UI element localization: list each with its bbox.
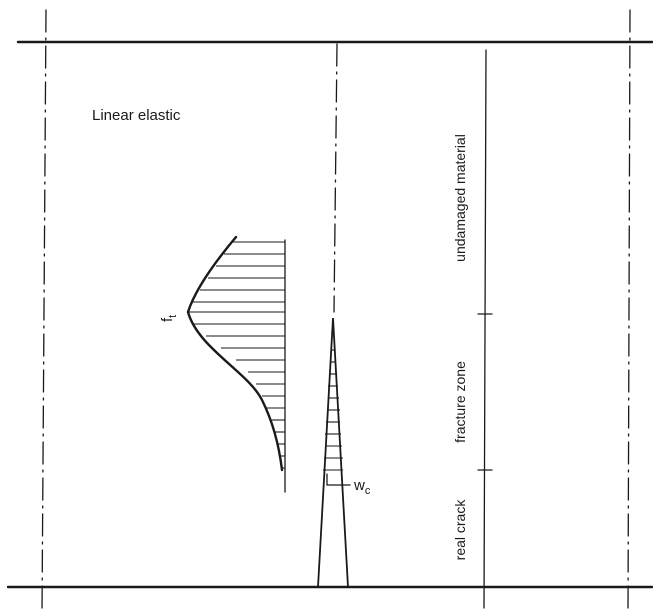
wc-label-main: w	[353, 477, 365, 494]
wc-label: wc	[353, 477, 371, 497]
real-crack-label: real crack	[452, 499, 468, 561]
fracture-zone-label: fracture zone	[452, 361, 468, 443]
crack-centre-line	[333, 43, 338, 313]
crack-hatching	[323, 349, 343, 471]
left-axis-line	[41, 9, 47, 613]
ft-label: ft	[159, 315, 179, 322]
undamaged-material-label: undamaged material	[452, 134, 468, 262]
linear-elastic-label: Linear elastic	[92, 107, 181, 124]
zone-dimension-line	[483, 49, 487, 609]
wc-label-subscript: c	[365, 485, 371, 497]
wc-leader-line	[326, 473, 351, 486]
ft-label-main: f	[159, 317, 176, 322]
ft-label-subscript: t	[167, 315, 179, 318]
right-axis-line	[627, 9, 631, 613]
stress-hatching	[188, 241, 285, 469]
stress-curve	[186, 235, 284, 472]
crack-wedge-outline	[303, 317, 363, 588]
